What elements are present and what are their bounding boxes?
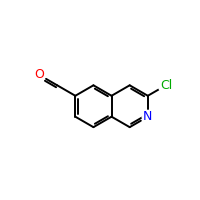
Circle shape	[158, 78, 174, 93]
Text: O: O	[34, 68, 44, 81]
Text: N: N	[143, 110, 152, 123]
Circle shape	[142, 111, 153, 122]
Circle shape	[33, 69, 45, 80]
Text: Cl: Cl	[160, 79, 172, 92]
